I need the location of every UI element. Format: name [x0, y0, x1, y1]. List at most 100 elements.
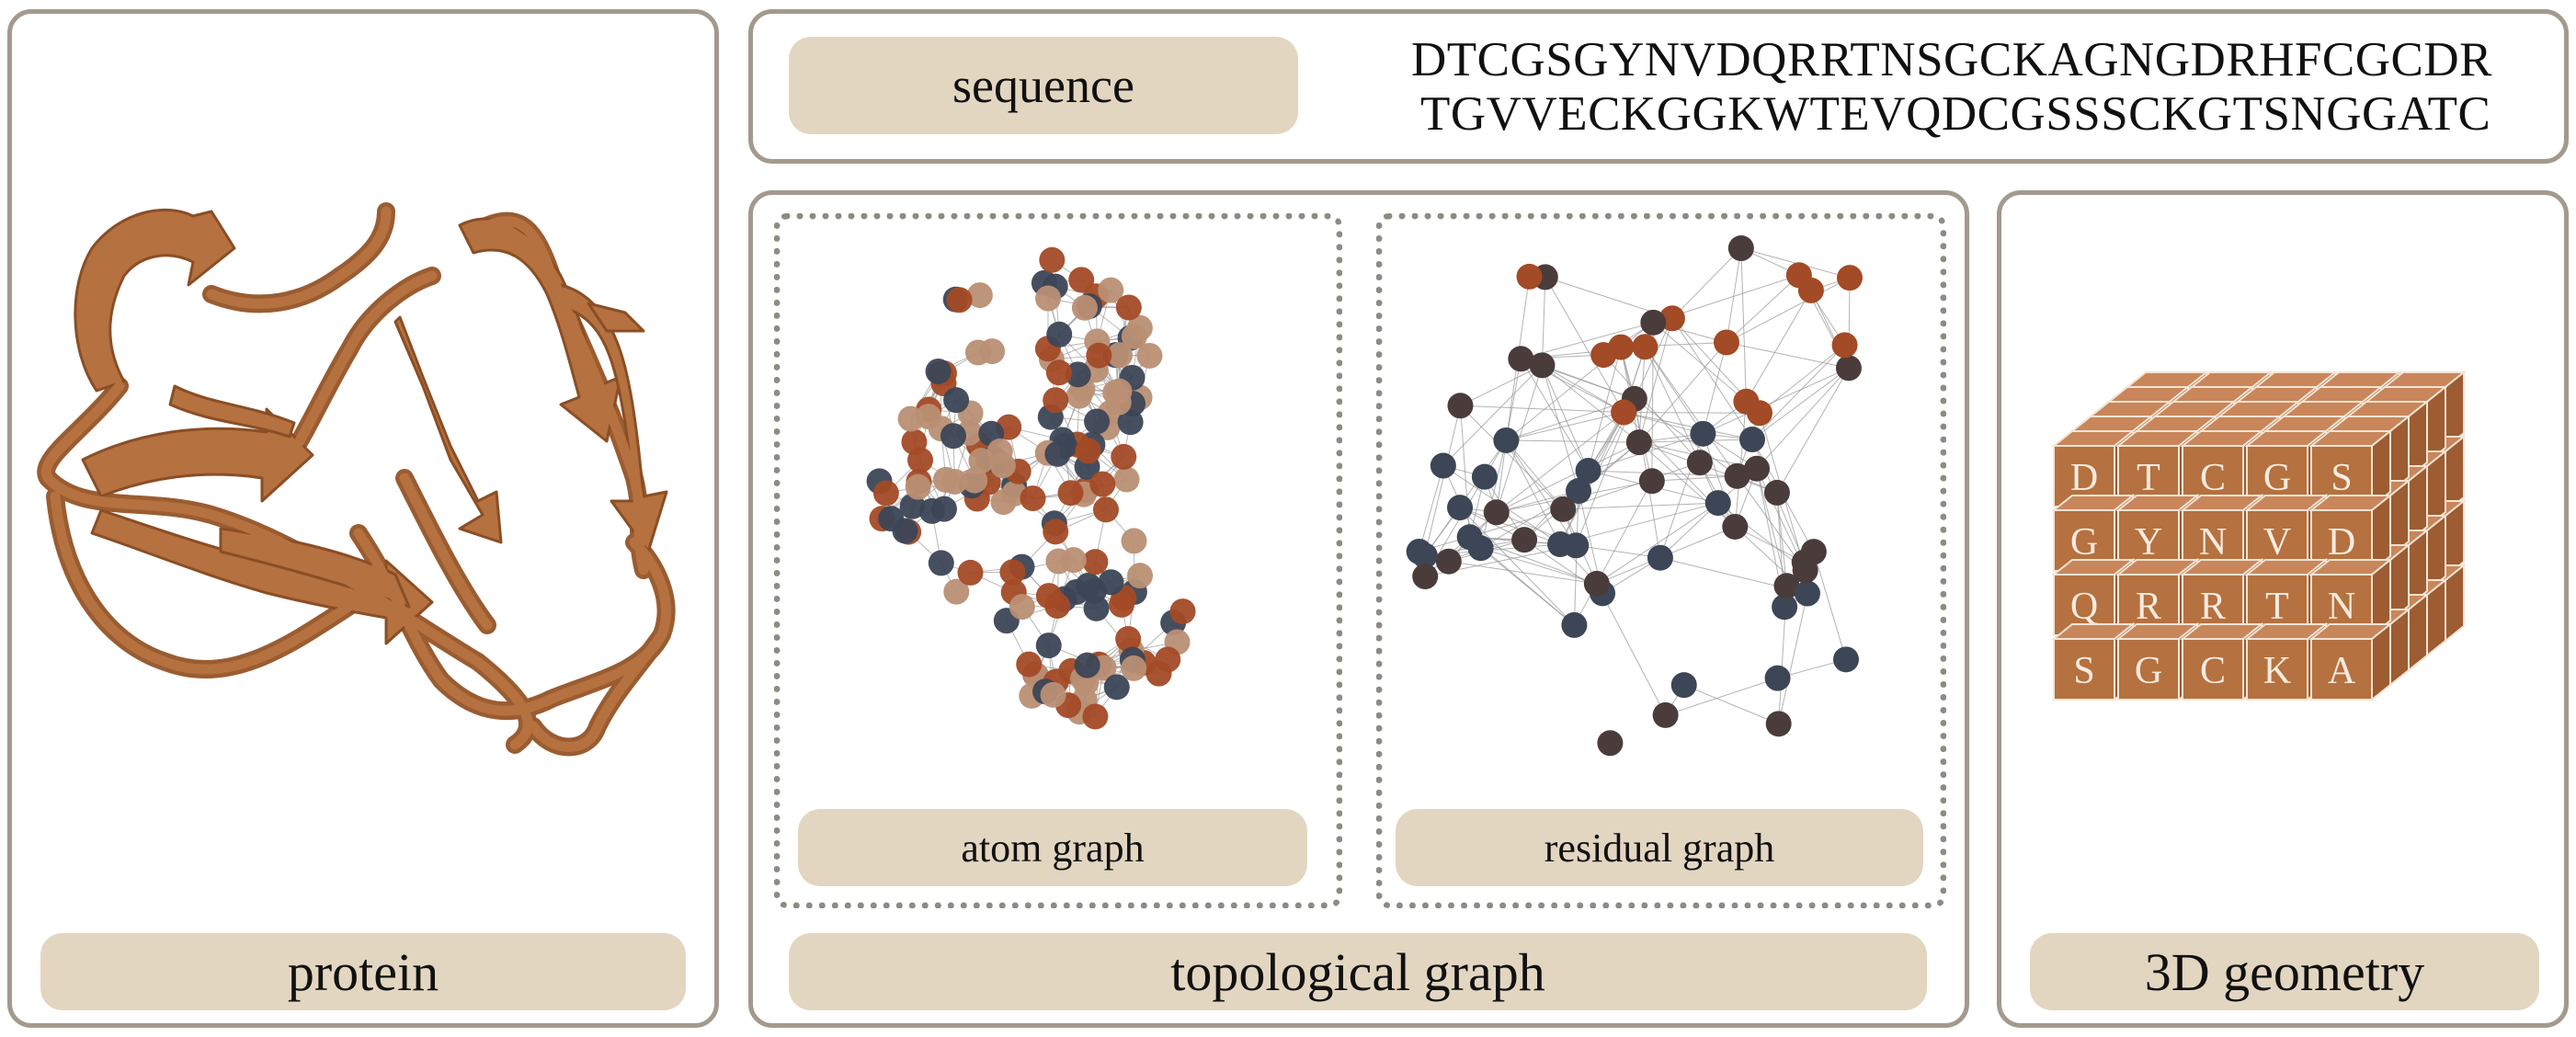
residual-graph-node — [1590, 342, 1617, 369]
residual-graph-edge — [1419, 465, 1444, 553]
voxel-letter: C — [2200, 457, 2226, 499]
residual-graph-edge — [1602, 354, 1701, 463]
residual-graph-edge — [1596, 502, 1719, 585]
atom-graph-node — [1086, 342, 1112, 369]
residual-graph-node — [1611, 399, 1637, 426]
residual-graph-node — [1765, 711, 1792, 737]
residual-graph-edge — [1634, 398, 1738, 477]
residual-graph-edge — [1740, 248, 1747, 402]
residual-graph-edge — [1623, 412, 1704, 435]
atom-graph-node — [930, 496, 957, 522]
residual-graph-node — [1508, 346, 1534, 372]
atom-graph-frame — [774, 213, 1342, 908]
residual-graph-edge — [1776, 368, 1850, 494]
residual-graph-edge — [1651, 475, 1738, 482]
residual-graph-node — [1733, 388, 1760, 415]
residual-graph-edge — [1459, 507, 1575, 626]
atom-graph-node — [1035, 632, 1062, 659]
voxel-letter: C — [2200, 650, 2226, 692]
residual-graph-edge — [1813, 552, 1847, 660]
residual-graph-edge — [1776, 492, 1787, 587]
atom-graph-node — [1107, 342, 1134, 369]
atom-graph-node — [999, 559, 1026, 586]
residual-graph-edge — [1480, 547, 1575, 626]
atom-graph-node — [943, 578, 970, 605]
residual-graph-edge — [1506, 412, 1624, 441]
sequence-label: sequence — [789, 37, 1298, 134]
atom-graph-node — [1111, 443, 1137, 470]
atom-graph-node — [1020, 485, 1046, 512]
residual-graph-edge — [1541, 277, 1546, 366]
residual-graph-edge — [1544, 277, 1624, 413]
residual-graph-edge — [1683, 684, 1779, 724]
residual-graph-edge — [1735, 526, 1805, 564]
residual-graph-edge — [1671, 318, 1753, 440]
residual-graph-edge — [1541, 365, 1579, 492]
voxel-letter: R — [2200, 586, 2226, 628]
atom-graph-node — [1136, 342, 1163, 369]
residual-graph-edge — [1702, 433, 1736, 528]
atom-graph-node — [1113, 466, 1140, 493]
atom-graph-node — [932, 466, 959, 493]
geometry-label: 3D geometry — [2030, 933, 2539, 1010]
residual-graph-edge — [1756, 468, 1787, 587]
residual-graph-node — [1638, 468, 1665, 495]
residual-graph-edge — [1759, 344, 1845, 414]
residual-graph-node — [1690, 420, 1716, 447]
residual-graph-node — [1625, 429, 1652, 456]
residual-graph-node — [1529, 352, 1556, 379]
residual-graph-node — [1670, 672, 1697, 699]
atom-graph-node — [1044, 440, 1071, 467]
atom-graph-node — [1121, 323, 1147, 349]
residual-graph-node — [1785, 262, 1812, 289]
atom-graph-node — [1098, 277, 1124, 303]
residual-graph-edge — [1505, 439, 1577, 546]
residual-graph-edge — [1573, 481, 1653, 626]
residual-graph-edge — [1505, 359, 1522, 441]
atom-graph-node — [1039, 246, 1066, 273]
voxel-letter: N — [2328, 586, 2355, 628]
atom-graph-node — [1016, 651, 1043, 678]
voxel-letter: G — [2263, 457, 2291, 499]
residual-graph-node — [1447, 393, 1474, 419]
residual-graph-edge — [1460, 364, 1543, 406]
atom-graph-node — [901, 428, 928, 455]
atom-graph-node — [928, 550, 954, 576]
atom-graph-node — [1083, 595, 1110, 621]
residual-graph-edge — [1659, 502, 1719, 559]
residual-graph-edge — [1460, 405, 1564, 510]
residual-graph-node — [1430, 452, 1456, 479]
residual-graph-node — [1632, 334, 1658, 360]
atom-graph-node — [1035, 285, 1062, 312]
atom-graph-node — [1127, 563, 1154, 589]
voxel: A — [2308, 621, 2393, 702]
residual-graph-edge — [1424, 405, 1461, 556]
residual-graph-edge — [1596, 583, 1667, 716]
residual-graph-edge — [1756, 367, 1850, 470]
residual-graph-edge — [1496, 490, 1579, 513]
atom-graph-node — [1103, 674, 1130, 701]
residual-graph-node — [1738, 427, 1765, 453]
atom-graph-node — [905, 473, 931, 500]
voxel-letter: S — [2331, 457, 2352, 499]
topological-graph-panel — [748, 190, 1969, 1028]
residual-graph-edge — [1496, 365, 1543, 513]
residual-graph-node — [1763, 479, 1790, 506]
voxel-letter: Q — [2070, 586, 2098, 628]
residual-graph-node — [1406, 538, 1432, 564]
residual-graph-edge — [1563, 502, 1718, 510]
residual-graph-edge — [1644, 346, 1738, 477]
residual-graph-node — [1467, 535, 1494, 562]
topological-graph-label: topological graph — [789, 933, 1927, 1010]
atom-graph-node — [1106, 378, 1133, 405]
atom-graph-node — [1044, 592, 1071, 619]
residual-graph-node — [1435, 548, 1462, 575]
residual-graph-node — [1835, 355, 1862, 382]
residual-graph-edge — [1419, 508, 1564, 553]
residual-graph-node — [1652, 701, 1679, 728]
voxel-letter: D — [2328, 521, 2355, 564]
atom-graph — [866, 246, 1196, 730]
voxel-letter: K — [2263, 650, 2291, 692]
atom-graph-node — [946, 287, 973, 313]
residual-graph-edge — [1542, 365, 1590, 472]
